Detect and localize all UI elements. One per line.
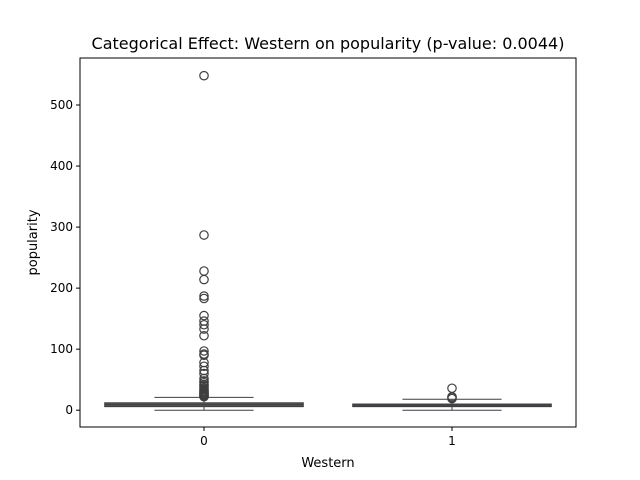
plot-frame	[79, 57, 577, 428]
outlier-point	[447, 383, 457, 394]
y-tick-label: 400	[50, 159, 73, 173]
outlier-point	[199, 368, 209, 379]
y-tick-label: 100	[50, 342, 73, 356]
x-axis-label: Western	[301, 456, 354, 471]
outlier-point	[199, 319, 209, 330]
outlier-point	[199, 70, 209, 81]
box-group-1	[352, 383, 552, 411]
plot-area	[104, 70, 552, 411]
outlier-point	[199, 266, 209, 276]
outlier-point	[199, 349, 209, 359]
y-axis-label: popularity	[26, 209, 41, 275]
y-tick-label: 300	[50, 220, 73, 234]
outlier-point	[199, 316, 209, 326]
outlier-point	[199, 310, 209, 321]
outlier-point	[199, 330, 209, 341]
x-tick-label: 1	[448, 434, 456, 448]
y-tick-label: 200	[50, 281, 73, 295]
box-group-0	[104, 70, 304, 411]
outlier-point	[199, 346, 209, 356]
outlier-point	[199, 293, 209, 304]
y-tick-label: 0	[65, 403, 73, 417]
outlier-point	[199, 291, 209, 301]
x-tick-label: 0	[200, 434, 208, 448]
outlier-point	[199, 361, 209, 372]
outlier-point	[199, 274, 209, 285]
y-tick-label: 500	[50, 98, 73, 112]
outlier-point	[199, 230, 209, 240]
chart-title: Categorical Effect: Western on popularit…	[92, 34, 565, 53]
y-axis: 0 100 200 300 400 500	[50, 98, 80, 417]
outlier-point	[199, 376, 209, 386]
